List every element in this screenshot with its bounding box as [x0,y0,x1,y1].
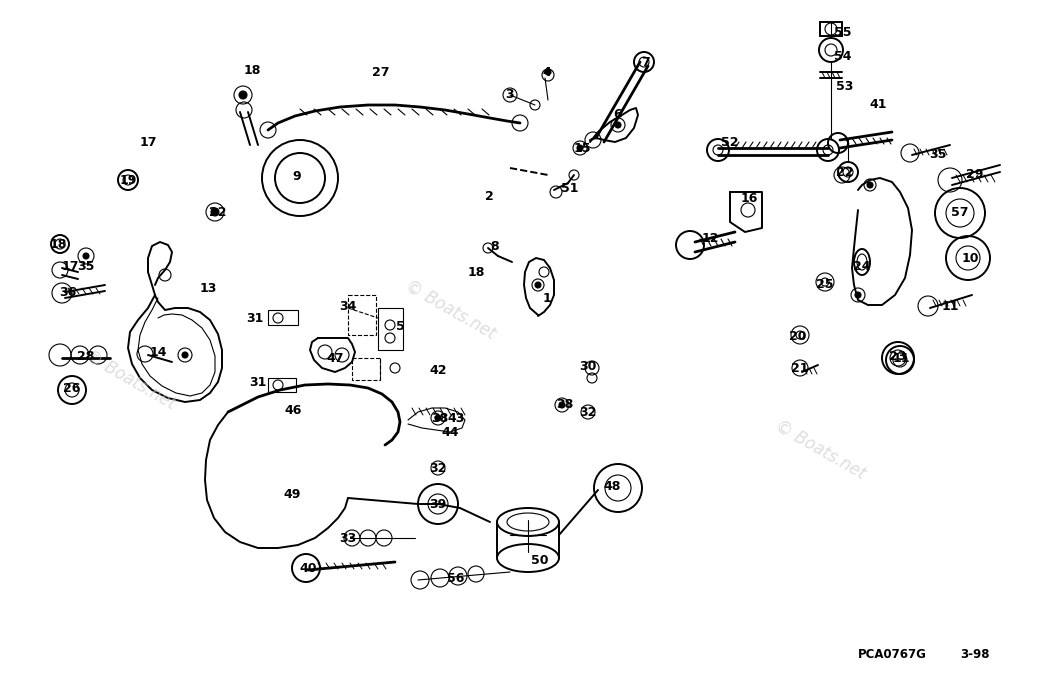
Bar [268,378,296,392]
Text: 27: 27 [373,66,389,79]
Text: 28: 28 [77,350,94,363]
Text: 18: 18 [467,265,485,278]
Circle shape [614,122,621,128]
Text: 18: 18 [243,64,261,77]
Circle shape [211,208,219,216]
Text: 22: 22 [210,205,226,218]
Text: 56: 56 [447,573,465,586]
Circle shape [435,415,441,421]
Circle shape [83,253,89,259]
Text: 24: 24 [853,261,871,274]
Text: 39: 39 [430,497,446,510]
Text: 5: 5 [395,319,405,332]
Bar [820,22,842,36]
Text: 53: 53 [837,79,853,92]
Circle shape [577,145,583,151]
Text: 55: 55 [835,25,852,38]
Text: © Boats.net: © Boats.net [771,417,869,483]
Text: 44: 44 [441,427,459,440]
Text: 50: 50 [531,555,549,568]
Text: 49: 49 [283,488,301,501]
Text: 34: 34 [339,300,357,313]
Text: 43: 43 [447,412,465,425]
Text: 40: 40 [299,562,317,575]
Text: 22: 22 [837,166,853,179]
Bar [348,295,376,335]
Text: 11: 11 [893,352,909,365]
Text: 1: 1 [543,291,551,304]
Circle shape [535,282,541,288]
Text: 6: 6 [613,109,623,122]
Text: 47: 47 [326,352,344,365]
Text: 3: 3 [506,88,514,101]
Text: 10: 10 [961,252,979,265]
Text: 25: 25 [816,278,834,291]
Text: 21: 21 [791,362,809,375]
Text: PCA0767G: PCA0767G [858,648,927,661]
Text: 52: 52 [721,137,739,150]
Text: 17: 17 [139,137,157,150]
Text: 32: 32 [579,406,597,419]
Text: 38: 38 [556,399,574,412]
Text: 33: 33 [339,531,357,544]
Text: 17: 17 [61,261,79,274]
Text: 29: 29 [966,168,984,181]
Text: 30: 30 [579,360,597,373]
Text: 41: 41 [869,98,886,111]
Text: 35: 35 [929,148,947,161]
Text: 7: 7 [640,55,650,68]
Text: 20: 20 [789,330,807,343]
Text: 54: 54 [835,49,852,62]
Circle shape [855,292,861,298]
Text: 36: 36 [59,287,77,300]
Text: 2: 2 [485,189,493,202]
Circle shape [559,402,565,408]
Bar [268,310,298,325]
Text: © Boats.net: © Boats.net [402,277,498,343]
Text: 14: 14 [149,347,167,360]
Circle shape [239,91,247,99]
Text: 57: 57 [951,207,968,220]
Text: 35: 35 [77,261,94,274]
Text: 18: 18 [50,237,66,250]
Text: 42: 42 [430,363,446,376]
Circle shape [545,69,551,75]
Text: 48: 48 [603,479,621,492]
Text: 31: 31 [249,376,267,389]
Text: 9: 9 [293,170,301,183]
Text: 46: 46 [284,404,302,417]
Text: 31: 31 [246,311,264,324]
Text: 23: 23 [890,350,906,363]
Text: 51: 51 [562,181,579,194]
Text: 26: 26 [63,382,81,395]
Text: 12: 12 [702,231,718,244]
Text: 38: 38 [432,412,448,425]
Circle shape [182,352,188,358]
Bar [352,358,380,380]
Text: © Boats.net: © Boats.net [82,347,179,413]
Text: 4: 4 [543,66,551,79]
Text: 15: 15 [573,142,591,155]
Text: 19: 19 [119,174,137,187]
Circle shape [867,182,873,188]
Text: 16: 16 [740,192,758,205]
Text: 13: 13 [199,282,217,295]
Text: 32: 32 [430,462,446,475]
Text: 8: 8 [491,241,499,254]
Text: 11: 11 [941,300,959,313]
Text: 3-98: 3-98 [960,648,989,661]
Bar [378,308,403,350]
